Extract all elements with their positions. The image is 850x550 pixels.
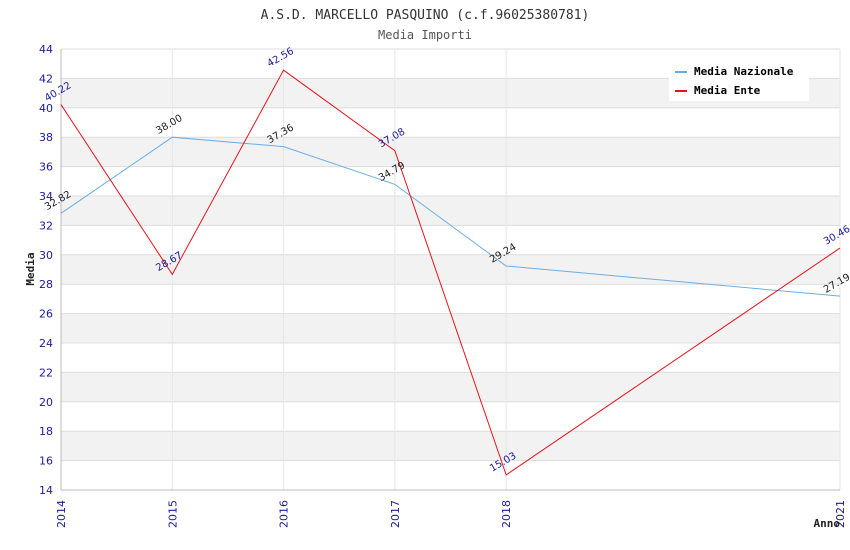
y-axis-label: Media (24, 252, 37, 285)
y-tick-label: 36 (39, 161, 53, 174)
grid-band (61, 313, 840, 343)
y-tick-label: 20 (39, 396, 53, 409)
x-tick-labels: 2014 2015 2016 2017 2018 2021 (55, 500, 847, 528)
y-tick-label: 30 (39, 249, 53, 262)
y-tick-label: 38 (39, 131, 53, 144)
grid-band (61, 196, 840, 226)
x-tick-label: 2015 (166, 500, 179, 528)
y-tick-label: 24 (39, 337, 53, 350)
y-tick-label: 26 (39, 308, 53, 321)
chart-subtitle: Media Importi (378, 28, 472, 42)
x-tick-label: 2017 (389, 500, 402, 528)
legend-label-media-ente: Media Ente (694, 84, 761, 97)
legend-box (669, 60, 809, 101)
x-axis-label: Anno (814, 517, 841, 530)
series-group (60, 69, 841, 476)
x-tick-label: 2021 (834, 500, 847, 528)
y-tick-label: 18 (39, 425, 53, 438)
legend: Media Nazionale Media Ente (669, 60, 809, 101)
y-tick-label: 34 (39, 190, 53, 203)
x-tick-label: 2018 (500, 500, 513, 528)
data-label: 38.00 (154, 113, 184, 137)
grid-band (61, 254, 840, 285)
x-tick-label: 2016 (278, 500, 291, 528)
grid-bands (61, 78, 840, 461)
y-tick-label: 28 (39, 278, 53, 291)
y-tick-label: 42 (39, 72, 53, 85)
y-tick-label: 32 (39, 219, 53, 232)
grid-band (61, 431, 840, 461)
data-label: 30.46 (822, 224, 850, 248)
y-tick-label: 40 (39, 102, 53, 115)
y-tick-label: 16 (39, 455, 53, 468)
y-tick-label: 14 (39, 484, 53, 497)
series-line-media-ente (60, 69, 841, 476)
x-tick-label: 2014 (55, 500, 68, 528)
grid-band (61, 137, 840, 167)
chart-title: A.S.D. MARCELLO PASQUINO (c.f.9602538078… (261, 8, 590, 23)
legend-label-media-nazionale: Media Nazionale (694, 65, 794, 78)
grid-band (61, 372, 840, 402)
y-tick-labels: 14 16 18 20 22 24 26 28 30 32 34 36 38 40 42 44 (39, 43, 53, 497)
y-tick-label: 22 (39, 366, 53, 379)
y-tick-label: 44 (39, 43, 53, 56)
series-line-media-nazionale (60, 136, 841, 297)
